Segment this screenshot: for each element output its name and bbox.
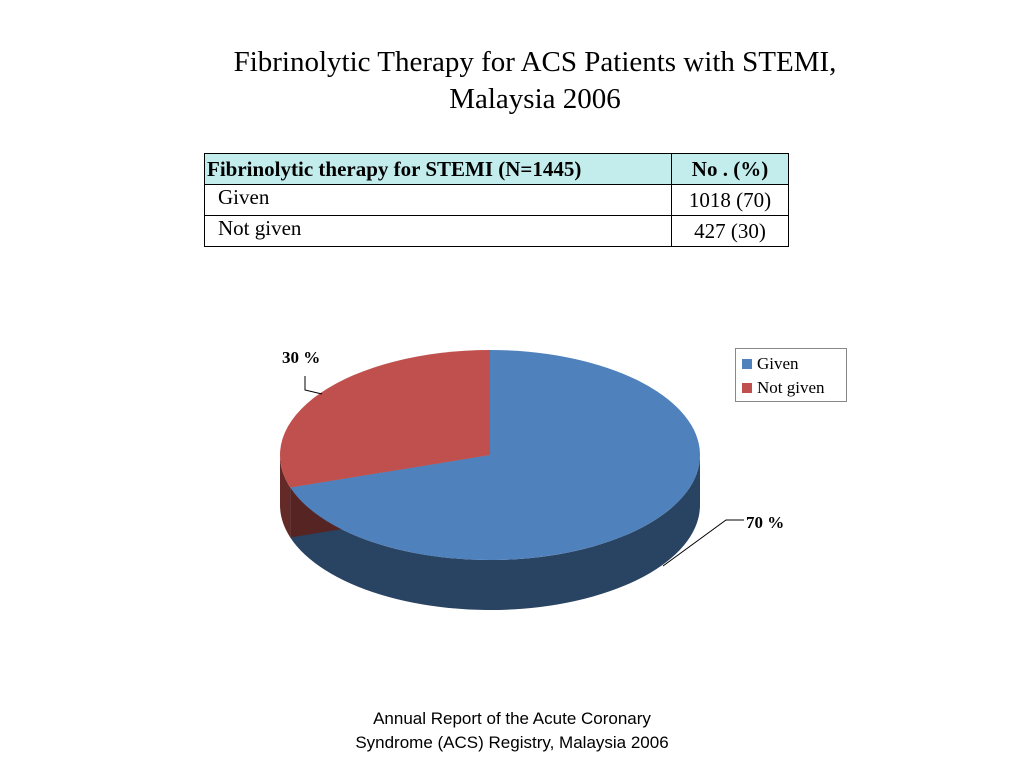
title-line-2: Malaysia 2006 (449, 83, 621, 115)
pie-side-given (290, 455, 700, 611)
table-header-category: Fibrinolytic therapy for STEMI (N=1445) (204, 153, 672, 185)
leader-line-not-given (304, 376, 323, 395)
legend-swatch-given (742, 359, 752, 370)
data-label-not-given: 30 % (282, 348, 320, 367)
table-row: Given 1018 (70) (204, 184, 789, 216)
source-footnote: Annual Report of the Acute Coronary Synd… (300, 707, 724, 755)
legend-item-given: Given (742, 352, 840, 376)
table-header-row: Fibrinolytic therapy for STEMI (N=1445) … (204, 153, 789, 185)
pie-slice-not-given (280, 350, 490, 488)
table-cell-category: Not given (204, 215, 672, 247)
title-line-1: Fibrinolytic Therapy for ACS Patients wi… (233, 46, 837, 78)
table-cell-category: Given (204, 184, 672, 216)
legend-item-not-given: Not given (742, 376, 840, 400)
data-label-given: 70 % (746, 513, 784, 532)
slide-title: Fibrinolytic Therapy for ACS Patients wi… (130, 44, 940, 118)
table-cell-count: 1018 (70) (671, 184, 789, 216)
table-row: Not given 427 (30) (204, 215, 789, 247)
leader-line-given (662, 519, 744, 567)
pie-side-not-given (280, 455, 291, 538)
legend-swatch-not-given (742, 383, 752, 394)
legend-label-not-given: Not given (757, 378, 825, 397)
table-cell-count: 427 (30) (671, 215, 789, 247)
therapy-table: Fibrinolytic therapy for STEMI (N=1445) … (204, 153, 789, 247)
pie-slice-given (290, 350, 701, 560)
legend-label-given: Given (757, 354, 799, 373)
footnote-line-1: Annual Report of the Acute Coronary (373, 709, 651, 728)
chart-legend: Given Not given (735, 348, 847, 402)
table-header-count: No . (%) (671, 153, 789, 185)
footnote-line-2: Syndrome (ACS) Registry, Malaysia 2006 (355, 733, 669, 752)
